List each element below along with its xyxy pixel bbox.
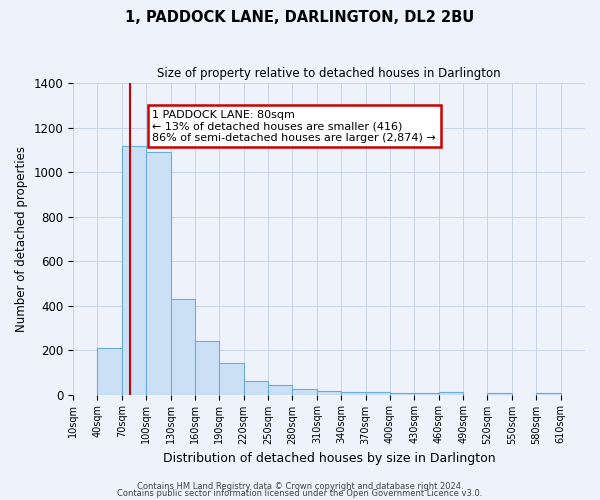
Y-axis label: Number of detached properties: Number of detached properties (15, 146, 28, 332)
Bar (439, 392, 463, 394)
Bar (341, 392, 365, 394)
Bar (365, 392, 390, 394)
Text: Contains HM Land Registry data © Crown copyright and database right 2024.: Contains HM Land Registry data © Crown c… (137, 482, 463, 491)
Text: Contains public sector information licensed under the Open Government Licence v3: Contains public sector information licen… (118, 489, 482, 498)
Bar (292, 389, 317, 394)
Bar (170, 299, 195, 394)
Text: 1, PADDOCK LANE, DARLINGTON, DL2 2BU: 1, PADDOCK LANE, DARLINGTON, DL2 2BU (125, 10, 475, 25)
Bar (317, 391, 341, 394)
Bar (122, 146, 146, 394)
Text: 1 PADDOCK LANE: 80sqm
← 13% of detached houses are smaller (416)
86% of semi-det: 1 PADDOCK LANE: 80sqm ← 13% of detached … (152, 110, 436, 142)
Bar (220, 364, 244, 394)
Bar (195, 341, 220, 394)
Bar (146, 152, 170, 394)
Bar (97, 348, 122, 395)
Title: Size of property relative to detached houses in Darlington: Size of property relative to detached ho… (157, 68, 501, 80)
Bar (244, 381, 268, 394)
Bar (268, 384, 292, 394)
X-axis label: Distribution of detached houses by size in Darlington: Distribution of detached houses by size … (163, 452, 496, 465)
